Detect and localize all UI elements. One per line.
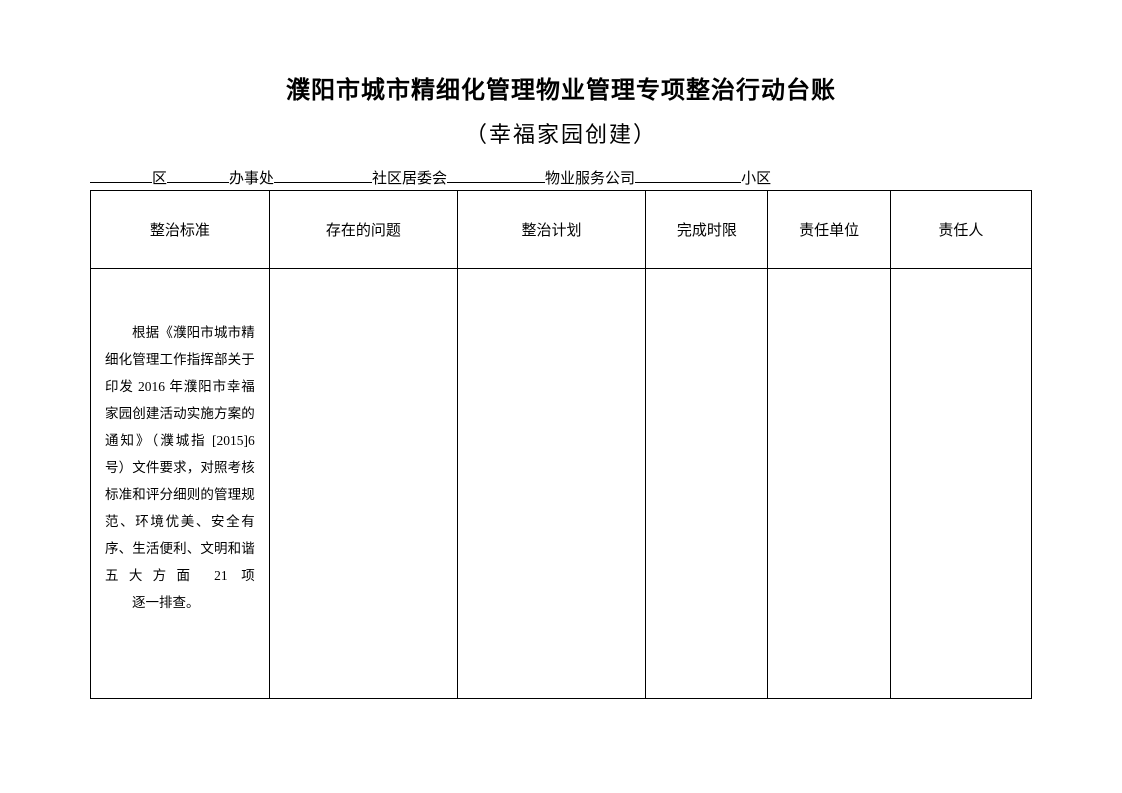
col-standard: 整治标准 (91, 191, 270, 269)
label-committee: 社区居委会 (372, 167, 447, 188)
blank-district (90, 165, 152, 183)
table-row: 根据《濮阳市城市精细化管理工作指挥部关于印发 2016 年濮阳市幸福家园创建活动… (91, 269, 1032, 699)
cell-unit (768, 269, 890, 699)
cell-person (890, 269, 1031, 699)
col-unit: 责任单位 (768, 191, 890, 269)
blank-company (447, 165, 545, 183)
label-district: 区 (152, 167, 167, 188)
col-deadline: 完成时限 (646, 191, 768, 269)
col-plan: 整治计划 (457, 191, 645, 269)
cell-plan (457, 269, 645, 699)
table-header-row: 整治标准 存在的问题 整治计划 完成时限 责任单位 责任人 (91, 191, 1032, 269)
col-problems: 存在的问题 (269, 191, 457, 269)
cell-standard: 根据《濮阳市城市精细化管理工作指挥部关于印发 2016 年濮阳市幸福家园创建活动… (91, 269, 270, 699)
label-community: 小区 (741, 167, 771, 188)
blank-office (167, 165, 229, 183)
title-main: 濮阳市城市精细化管理物业管理专项整治行动台账 (90, 70, 1032, 105)
col-person: 责任人 (890, 191, 1031, 269)
ledger-table: 整治标准 存在的问题 整治计划 完成时限 责任单位 责任人 根据《濮阳市城市精细… (90, 190, 1032, 699)
standard-text: 根据《濮阳市城市精细化管理工作指挥部关于印发 2016 年濮阳市幸福家园创建活动… (105, 319, 255, 589)
title-sub: （幸福家园创建） (90, 117, 1032, 149)
blank-committee (274, 165, 372, 183)
fill-in-line: 区 办事处 社区居委会 物业服务公司 小区 (90, 165, 1032, 188)
label-company: 物业服务公司 (545, 167, 635, 188)
cell-problems (269, 269, 457, 699)
standard-text-last: 逐一排查。 (105, 589, 255, 616)
label-office: 办事处 (229, 167, 274, 188)
cell-deadline (646, 269, 768, 699)
blank-community (635, 165, 741, 183)
